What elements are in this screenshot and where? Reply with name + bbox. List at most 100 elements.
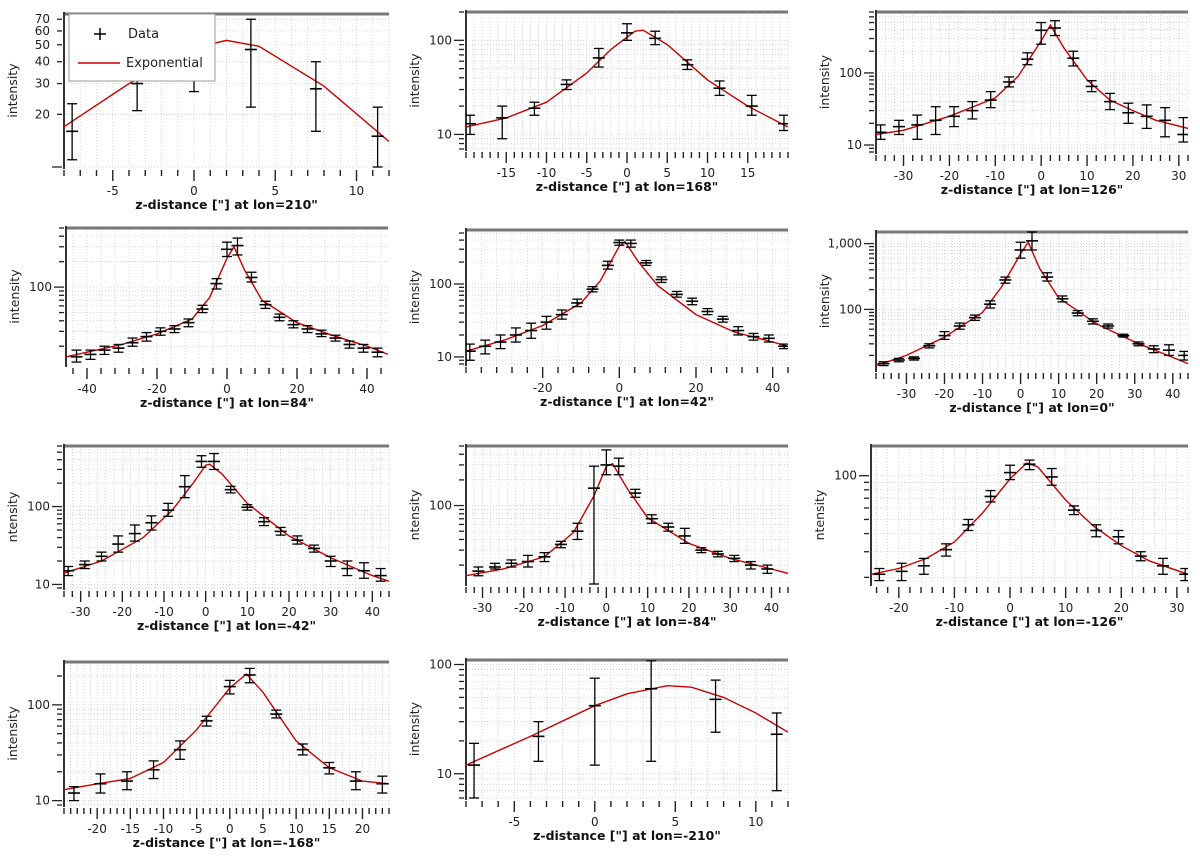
legend: Data Exponential bbox=[68, 13, 216, 82]
data-point bbox=[1014, 241, 1027, 259]
data-point bbox=[728, 554, 741, 563]
data-point bbox=[349, 771, 362, 791]
data-point bbox=[112, 343, 125, 353]
fit-curve bbox=[64, 39, 389, 143]
y-tick-label: 1,000 bbox=[828, 237, 862, 251]
chart-panel: -30 -20 -10 0 10 20 30 10 100 z-distance ["] at l… bbox=[817, 10, 1189, 197]
x-tick-label: -5 bbox=[508, 815, 520, 829]
x-tick-label: 40 bbox=[764, 601, 779, 615]
y-tick-label: 10 bbox=[437, 767, 452, 781]
x-tick-label: 20 bbox=[355, 822, 370, 836]
data-point bbox=[744, 560, 757, 570]
data-point bbox=[601, 260, 614, 270]
data-point bbox=[762, 334, 775, 343]
data-point bbox=[224, 485, 237, 494]
chart-panel: -20 0 20 40 10 100 z-distance ["] at lon=42" in… bbox=[407, 228, 789, 409]
data-point bbox=[223, 679, 236, 695]
y-axis-label: intensity bbox=[817, 54, 832, 109]
x-tick-label: 10 bbox=[748, 815, 763, 829]
data-point bbox=[662, 522, 675, 532]
data-point bbox=[221, 241, 233, 258]
data-point bbox=[296, 743, 309, 756]
data-point bbox=[777, 114, 788, 132]
data-point bbox=[670, 290, 683, 298]
chart-panel: -20 -15 -10 -5 0 5 10 15 20 10 100 z-distance ["] a… bbox=[5, 660, 390, 850]
data-point bbox=[315, 329, 328, 338]
data-point bbox=[778, 343, 788, 350]
data-point bbox=[655, 276, 668, 284]
x-tick-label: 30 bbox=[1127, 387, 1142, 401]
data-point bbox=[64, 565, 75, 577]
x-tick-label: 40 bbox=[765, 381, 780, 395]
y-axis-label: intensity bbox=[407, 269, 422, 324]
x-tick-label: -10 bbox=[154, 822, 174, 836]
x-tick-label: -30 bbox=[897, 387, 917, 401]
y-axis-label: intensity bbox=[5, 63, 20, 118]
data-point bbox=[624, 239, 637, 248]
legend-label-exponential: Exponential bbox=[126, 56, 203, 71]
data-point bbox=[245, 271, 258, 283]
x-tick-label: -30 bbox=[71, 605, 91, 619]
y-tick-label: 10 bbox=[437, 350, 452, 364]
x-axis-label: z-distance ["] at lon=42" bbox=[540, 394, 714, 409]
y-tick-label: 100 bbox=[839, 66, 862, 80]
data-point bbox=[695, 547, 708, 554]
data-point bbox=[112, 535, 125, 553]
y-axis-label: intensity bbox=[817, 273, 832, 328]
data-point bbox=[301, 325, 314, 334]
data-point bbox=[873, 567, 886, 582]
x-tick-label: -10 bbox=[945, 601, 965, 615]
x-tick-label: -10 bbox=[537, 166, 557, 180]
data-point bbox=[711, 550, 724, 558]
x-tick-label: 20 bbox=[681, 601, 696, 615]
x-axis-label: z-distance ["] at lon=168" bbox=[536, 179, 719, 194]
y-tick-label: 10 bbox=[847, 138, 862, 152]
data-point bbox=[923, 343, 936, 349]
data-point bbox=[208, 452, 220, 471]
x-tick-label: 0 bbox=[1006, 601, 1014, 615]
y-axis-label: intensity bbox=[5, 706, 20, 761]
data-point bbox=[1134, 551, 1147, 562]
x-tick-label: 10 bbox=[700, 166, 715, 180]
x-tick-label: -20 bbox=[889, 601, 909, 615]
data-point bbox=[876, 124, 887, 140]
x-tick-label: 15 bbox=[322, 822, 337, 836]
data-point bbox=[621, 23, 633, 41]
data-point bbox=[953, 322, 966, 330]
x-tick-label: 15 bbox=[740, 166, 755, 180]
data-point bbox=[940, 543, 953, 557]
x-tick-label: 5 bbox=[663, 166, 671, 180]
data-point bbox=[126, 337, 139, 347]
legend-item-exponential: Exponential bbox=[78, 56, 203, 71]
x-tick-label: 30 bbox=[323, 605, 338, 619]
x-tick-label: 0 bbox=[616, 381, 624, 395]
data-point bbox=[1021, 52, 1034, 66]
x-tick-label: 0 bbox=[226, 822, 234, 836]
chart-panel: -5 0 5 10 10 100 z-distance ["] at lon=-210" in… bbox=[407, 658, 789, 843]
data-point bbox=[1140, 104, 1153, 130]
data-point bbox=[1003, 76, 1016, 88]
y-tick-label: 30 bbox=[35, 77, 50, 91]
y-tick-label: 10 bbox=[35, 577, 50, 591]
x-tick-label: 10 bbox=[349, 184, 364, 198]
x-tick-label: 10 bbox=[240, 605, 255, 619]
y-axis-label: intensity bbox=[7, 269, 22, 324]
data-point bbox=[1122, 102, 1135, 124]
x-tick-label: 20 bbox=[281, 605, 296, 619]
data-point bbox=[374, 567, 387, 582]
y-tick-label: 50 bbox=[35, 38, 50, 52]
data-point bbox=[908, 356, 921, 361]
data-point bbox=[586, 285, 599, 293]
data-point bbox=[588, 677, 601, 766]
x-tick-label: 10 bbox=[640, 601, 655, 615]
data-point bbox=[147, 760, 160, 780]
y-axis-label: intensity bbox=[407, 701, 422, 756]
data-point bbox=[892, 357, 905, 363]
data-point bbox=[1090, 524, 1103, 538]
data-point bbox=[732, 326, 745, 336]
data-point bbox=[67, 785, 80, 802]
data-point bbox=[1023, 459, 1036, 471]
data-point bbox=[308, 544, 320, 553]
data-point bbox=[701, 307, 714, 316]
